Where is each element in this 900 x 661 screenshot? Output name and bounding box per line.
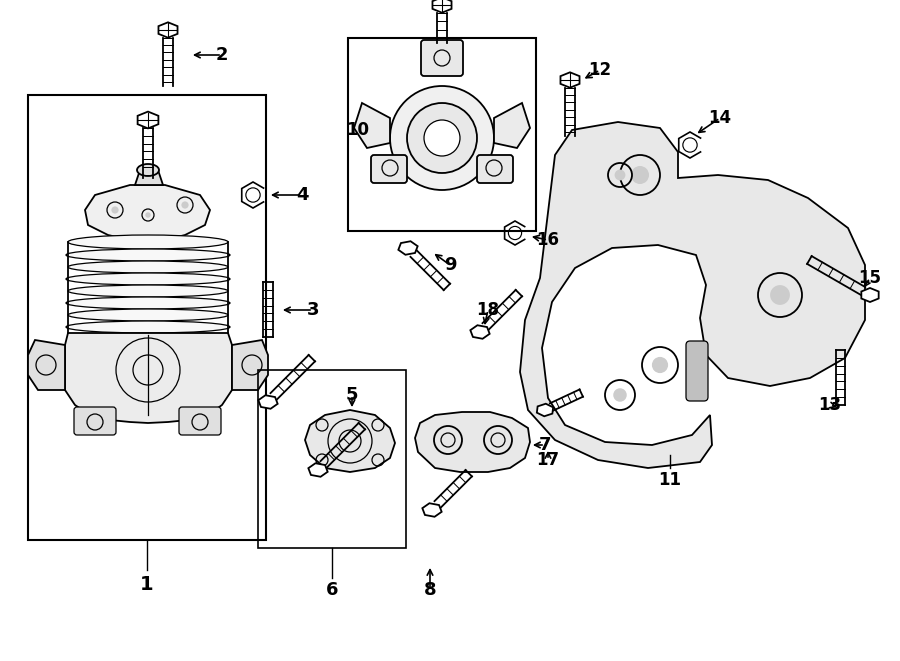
Text: 2: 2 bbox=[216, 46, 229, 64]
Text: 17: 17 bbox=[536, 451, 560, 469]
Text: 8: 8 bbox=[424, 581, 436, 599]
Polygon shape bbox=[135, 170, 163, 185]
Ellipse shape bbox=[68, 309, 228, 321]
FancyBboxPatch shape bbox=[421, 40, 463, 76]
Polygon shape bbox=[561, 72, 580, 88]
Text: 4: 4 bbox=[296, 186, 308, 204]
Text: 14: 14 bbox=[708, 109, 732, 127]
Polygon shape bbox=[138, 112, 158, 128]
Text: 11: 11 bbox=[659, 471, 681, 489]
Polygon shape bbox=[28, 340, 65, 390]
Text: 10: 10 bbox=[346, 121, 370, 139]
Text: 16: 16 bbox=[536, 231, 560, 249]
Circle shape bbox=[631, 166, 649, 184]
Text: 3: 3 bbox=[307, 301, 320, 319]
FancyBboxPatch shape bbox=[371, 155, 407, 183]
Circle shape bbox=[407, 103, 477, 173]
Polygon shape bbox=[494, 103, 530, 148]
Polygon shape bbox=[65, 333, 232, 423]
FancyBboxPatch shape bbox=[74, 407, 116, 435]
Bar bbox=[258, 370, 406, 548]
Ellipse shape bbox=[66, 249, 230, 261]
Ellipse shape bbox=[137, 164, 159, 176]
Polygon shape bbox=[158, 22, 177, 38]
FancyBboxPatch shape bbox=[686, 341, 708, 401]
Polygon shape bbox=[305, 410, 395, 472]
FancyBboxPatch shape bbox=[179, 407, 221, 435]
Polygon shape bbox=[433, 0, 452, 13]
Circle shape bbox=[182, 202, 189, 209]
Text: 6: 6 bbox=[326, 581, 338, 599]
Circle shape bbox=[145, 212, 150, 217]
Text: 12: 12 bbox=[589, 61, 612, 79]
Text: 15: 15 bbox=[859, 269, 881, 287]
Text: 18: 18 bbox=[476, 301, 500, 319]
Polygon shape bbox=[471, 325, 490, 338]
Circle shape bbox=[615, 170, 626, 180]
Circle shape bbox=[652, 357, 668, 373]
Polygon shape bbox=[85, 185, 210, 240]
Polygon shape bbox=[309, 463, 328, 477]
Circle shape bbox=[770, 285, 790, 305]
Ellipse shape bbox=[66, 273, 230, 285]
Bar bbox=[28, 95, 266, 540]
Ellipse shape bbox=[66, 297, 230, 309]
Polygon shape bbox=[399, 241, 418, 254]
Polygon shape bbox=[536, 404, 554, 416]
Circle shape bbox=[613, 388, 626, 402]
Ellipse shape bbox=[66, 321, 230, 333]
Circle shape bbox=[424, 120, 460, 156]
Text: 5: 5 bbox=[346, 386, 358, 404]
Ellipse shape bbox=[68, 285, 228, 297]
Ellipse shape bbox=[68, 235, 228, 249]
Polygon shape bbox=[520, 122, 865, 468]
FancyBboxPatch shape bbox=[477, 155, 513, 183]
Text: 1: 1 bbox=[140, 576, 154, 594]
Text: 7: 7 bbox=[539, 436, 551, 454]
Bar bbox=[348, 38, 536, 231]
Polygon shape bbox=[232, 340, 268, 390]
Polygon shape bbox=[415, 412, 530, 472]
Polygon shape bbox=[258, 395, 278, 408]
Polygon shape bbox=[354, 103, 390, 148]
Circle shape bbox=[112, 206, 119, 214]
Ellipse shape bbox=[68, 261, 228, 273]
Polygon shape bbox=[861, 288, 878, 302]
Polygon shape bbox=[422, 503, 442, 517]
Circle shape bbox=[390, 86, 494, 190]
Text: 9: 9 bbox=[444, 256, 456, 274]
Text: 13: 13 bbox=[818, 396, 842, 414]
